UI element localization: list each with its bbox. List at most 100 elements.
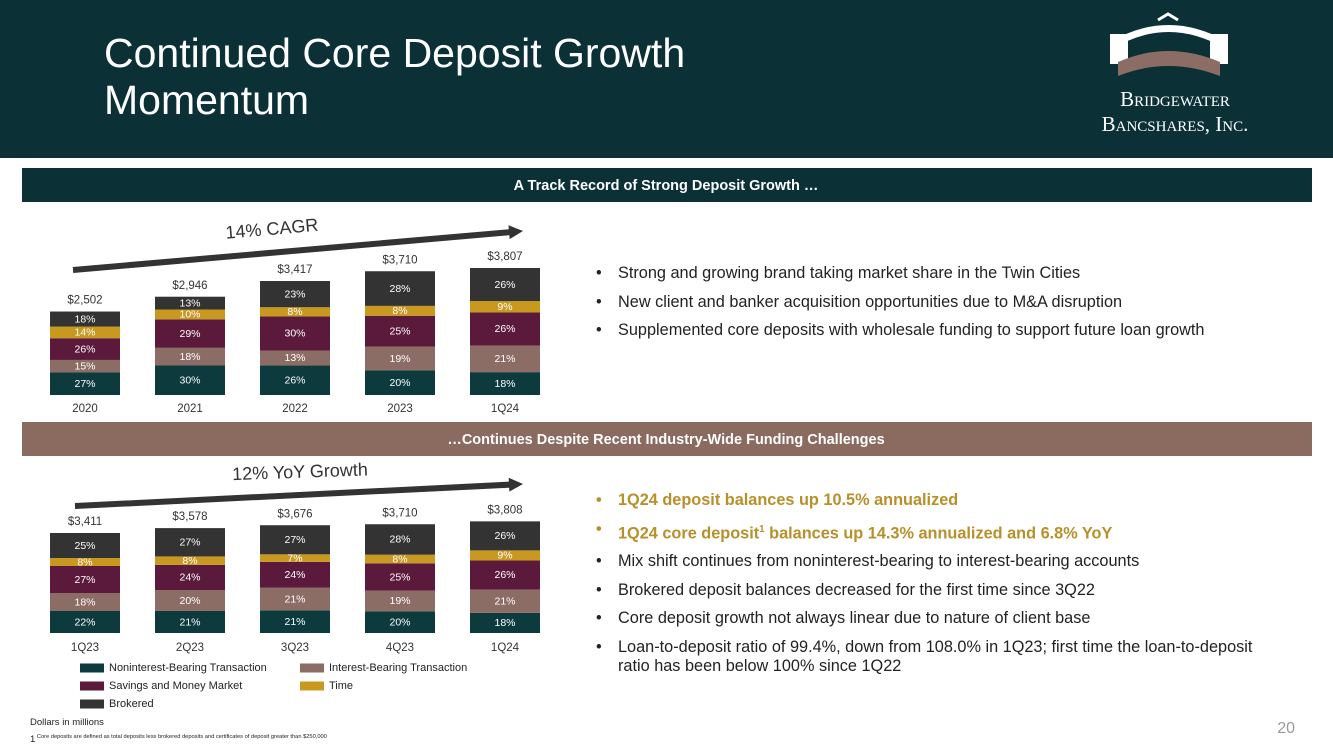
bar-segment <box>50 311 120 327</box>
bar-segment <box>365 271 435 306</box>
section-banner <box>22 422 1312 456</box>
segment-label: 18% <box>494 378 515 390</box>
segment-label: 25% <box>74 540 95 552</box>
segment-label: 27% <box>179 537 200 549</box>
segment-label: 26% <box>494 569 515 581</box>
bullet-list: Strong and growing brand taking market s… <box>596 264 1286 350</box>
bullet: 1Q24 deposit balances up 10.5% annualize… <box>596 491 1286 510</box>
bar-segment <box>365 305 435 316</box>
bar-segment <box>155 347 225 366</box>
legend-swatch <box>80 663 104 673</box>
bullet-text: Core deposit growth not always linear du… <box>618 609 1091 628</box>
legend-swatch <box>80 681 104 691</box>
bar-segment <box>50 326 120 339</box>
segment-label: 21% <box>494 595 515 607</box>
total-label: $3,807 <box>487 251 522 263</box>
bar-segment <box>50 558 120 566</box>
x-tick-label: 1Q23 <box>71 642 99 654</box>
bar-segment <box>260 350 330 366</box>
bullet-text: Supplemented core deposits with wholesal… <box>618 321 1205 339</box>
arrow-head <box>508 225 523 240</box>
segment-label: 27% <box>74 574 95 586</box>
bullet-text: Mix shift continues from noninterest-bea… <box>618 552 1140 571</box>
segment-label: 8% <box>77 556 92 568</box>
page-number: 20 <box>1277 720 1295 737</box>
bar-segment <box>50 533 120 558</box>
segment-label: 14% <box>74 327 95 339</box>
total-label: $3,417 <box>277 264 312 276</box>
footnotes: Dollars in millions 1 Core deposits are d… <box>30 716 327 747</box>
bar-segment <box>260 561 330 588</box>
segment-label: 9% <box>497 550 512 562</box>
segment-label: 19% <box>389 353 410 365</box>
header-bar <box>0 0 1333 158</box>
bullet: Brokered deposit balances decreased for … <box>596 581 1286 600</box>
segment-label: 25% <box>389 326 410 338</box>
total-label: $3,411 <box>68 516 102 528</box>
bar-segment <box>260 610 330 633</box>
segment-label: 28% <box>389 534 410 546</box>
bar-segment <box>155 296 225 310</box>
bar-segment <box>155 610 225 633</box>
bar-segment <box>470 521 540 551</box>
section-banner <box>22 168 1312 202</box>
x-tick-label: 2Q23 <box>176 642 204 654</box>
bullet-text: Brokered deposit balances decreased for … <box>618 580 1095 599</box>
bullet-text: Strong and growing brand taking market s… <box>618 264 1081 282</box>
bar-segment <box>365 370 435 395</box>
bullet: Core deposit growth not always linear du… <box>596 609 1286 628</box>
segment-label: 27% <box>284 534 305 546</box>
segment-label: 13% <box>179 297 200 309</box>
total-label: $3,710 <box>382 254 417 266</box>
segment-label: 27% <box>74 378 95 390</box>
bar-segment <box>365 554 435 564</box>
segment-label: 28% <box>389 283 410 295</box>
segment-label: 18% <box>179 351 200 363</box>
segment-label: 25% <box>389 571 410 583</box>
legend-label: Interest-Bearing Transaction <box>329 662 467 674</box>
bar-segment <box>365 315 435 347</box>
bar-segment <box>155 564 225 590</box>
bar-segment <box>365 563 435 591</box>
footnote: Dollars in millions <box>30 716 327 730</box>
bullet: Supplemented core deposits with wholesal… <box>596 321 1286 340</box>
bar-segment <box>155 556 225 565</box>
bullet-text: 1Q24 core deposit <box>618 523 760 542</box>
segment-label: 21% <box>284 616 305 628</box>
bar-segment <box>260 554 330 562</box>
title-line: Momentum <box>104 77 309 123</box>
bullet-text: Loan-to-deposit ratio of 99.4%, down fro… <box>618 637 1253 675</box>
total-label: $3,710 <box>382 507 417 519</box>
bullet-list: 1Q24 deposit balances up 10.5% annualize… <box>596 491 1286 685</box>
bar-segment <box>470 345 540 373</box>
segment-label: 26% <box>494 323 515 335</box>
x-tick-label: 2023 <box>387 403 413 415</box>
segment-label: 8% <box>392 553 407 565</box>
legend-swatch <box>80 699 104 709</box>
growth-arrow <box>72 228 514 273</box>
segment-label: 19% <box>389 595 410 607</box>
bar-segment <box>470 550 540 561</box>
legend-label: Time <box>329 680 353 692</box>
segment-label: 21% <box>494 353 515 365</box>
bar-segment <box>50 611 120 633</box>
bar-segment <box>365 611 435 633</box>
segment-label: 30% <box>179 375 200 387</box>
segment-label: 20% <box>389 616 410 628</box>
segment-label: 30% <box>284 328 305 340</box>
segment-label: 22% <box>74 616 95 628</box>
total-label: $2,946 <box>172 280 207 292</box>
annotation: 12% YoY Growth <box>232 459 368 484</box>
bar-segment <box>155 589 225 611</box>
segment-label: 18% <box>74 596 95 608</box>
total-label: $2,502 <box>67 295 102 307</box>
total-label: $3,578 <box>172 511 207 523</box>
logo-text: Bancshares, Inc. <box>1102 112 1249 136</box>
bar-segment <box>260 365 330 395</box>
segment-label: 9% <box>497 301 512 313</box>
x-tick-label: 1Q24 <box>491 642 520 654</box>
segment-label: 21% <box>179 616 200 628</box>
arrow-head <box>508 477 523 492</box>
segment-label: 26% <box>284 374 305 386</box>
